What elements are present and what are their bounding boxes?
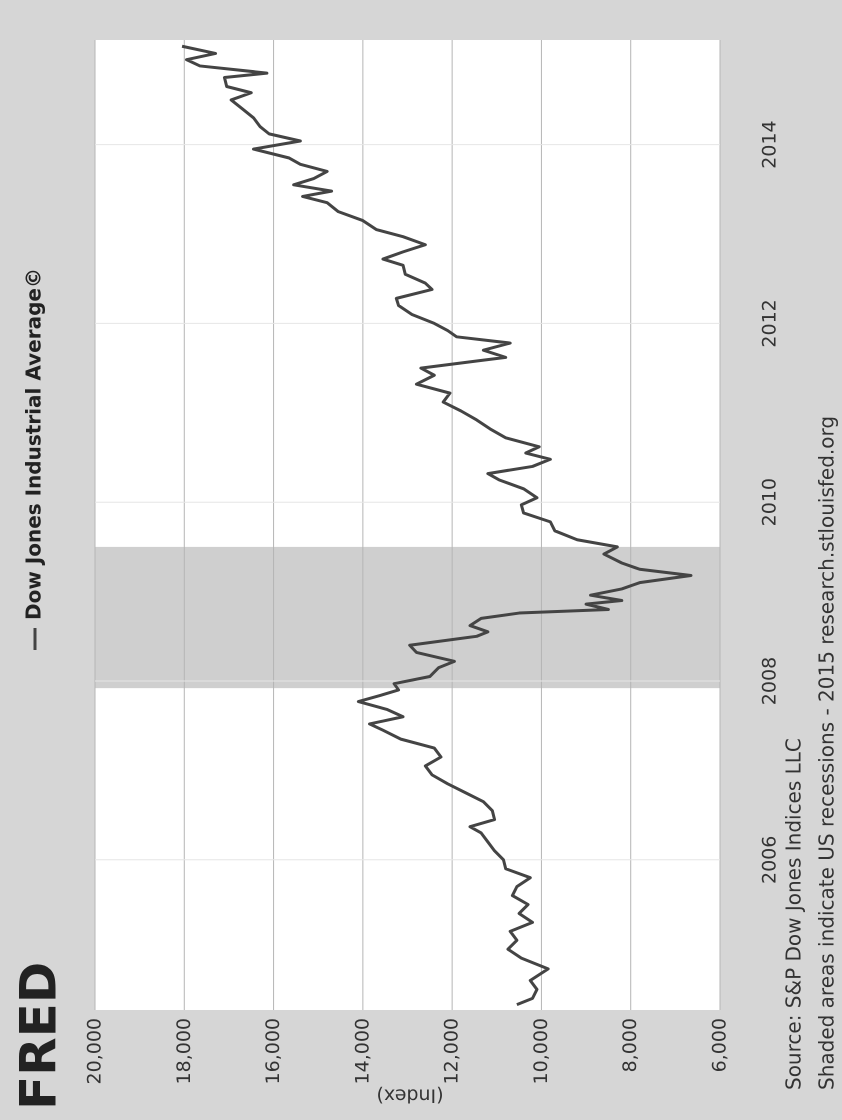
y-tick-label: 12,000 [441, 1018, 463, 1084]
logo: FRED [10, 962, 68, 1110]
y-tick-label: 6,000 [709, 1018, 731, 1072]
x-tick-label: 2012 [759, 299, 781, 347]
y-axis-label: (Index) [376, 1085, 443, 1107]
x-tick-label: 2014 [759, 120, 781, 168]
x-tick-label: 2010 [759, 478, 781, 526]
y-tick-label: 16,000 [262, 1018, 284, 1084]
y-tick-label: 8,000 [619, 1018, 641, 1072]
note: Shaded areas indicate US recessions - 20… [815, 416, 839, 1090]
y-tick-label: 18,000 [173, 1018, 195, 1084]
data-line [181, 44, 693, 1007]
source: Source: S&P Dow Jones Indices LLC [782, 738, 806, 1090]
y-tick-label: 10,000 [530, 1018, 552, 1084]
recession-shade [95, 546, 720, 689]
x-tick-label: 2008 [759, 657, 781, 705]
chart-frame: FRED Source: S&P Dow Jones Indices LLC S… [10, 40, 839, 1110]
plot-area [95, 40, 720, 1010]
legend-label: Dow Jones Industrial Average© [22, 268, 46, 620]
y-tick-label: 14,000 [351, 1018, 373, 1084]
y-tick-label: 20,000 [84, 1018, 106, 1084]
x-tick-label: 2006 [759, 836, 781, 884]
